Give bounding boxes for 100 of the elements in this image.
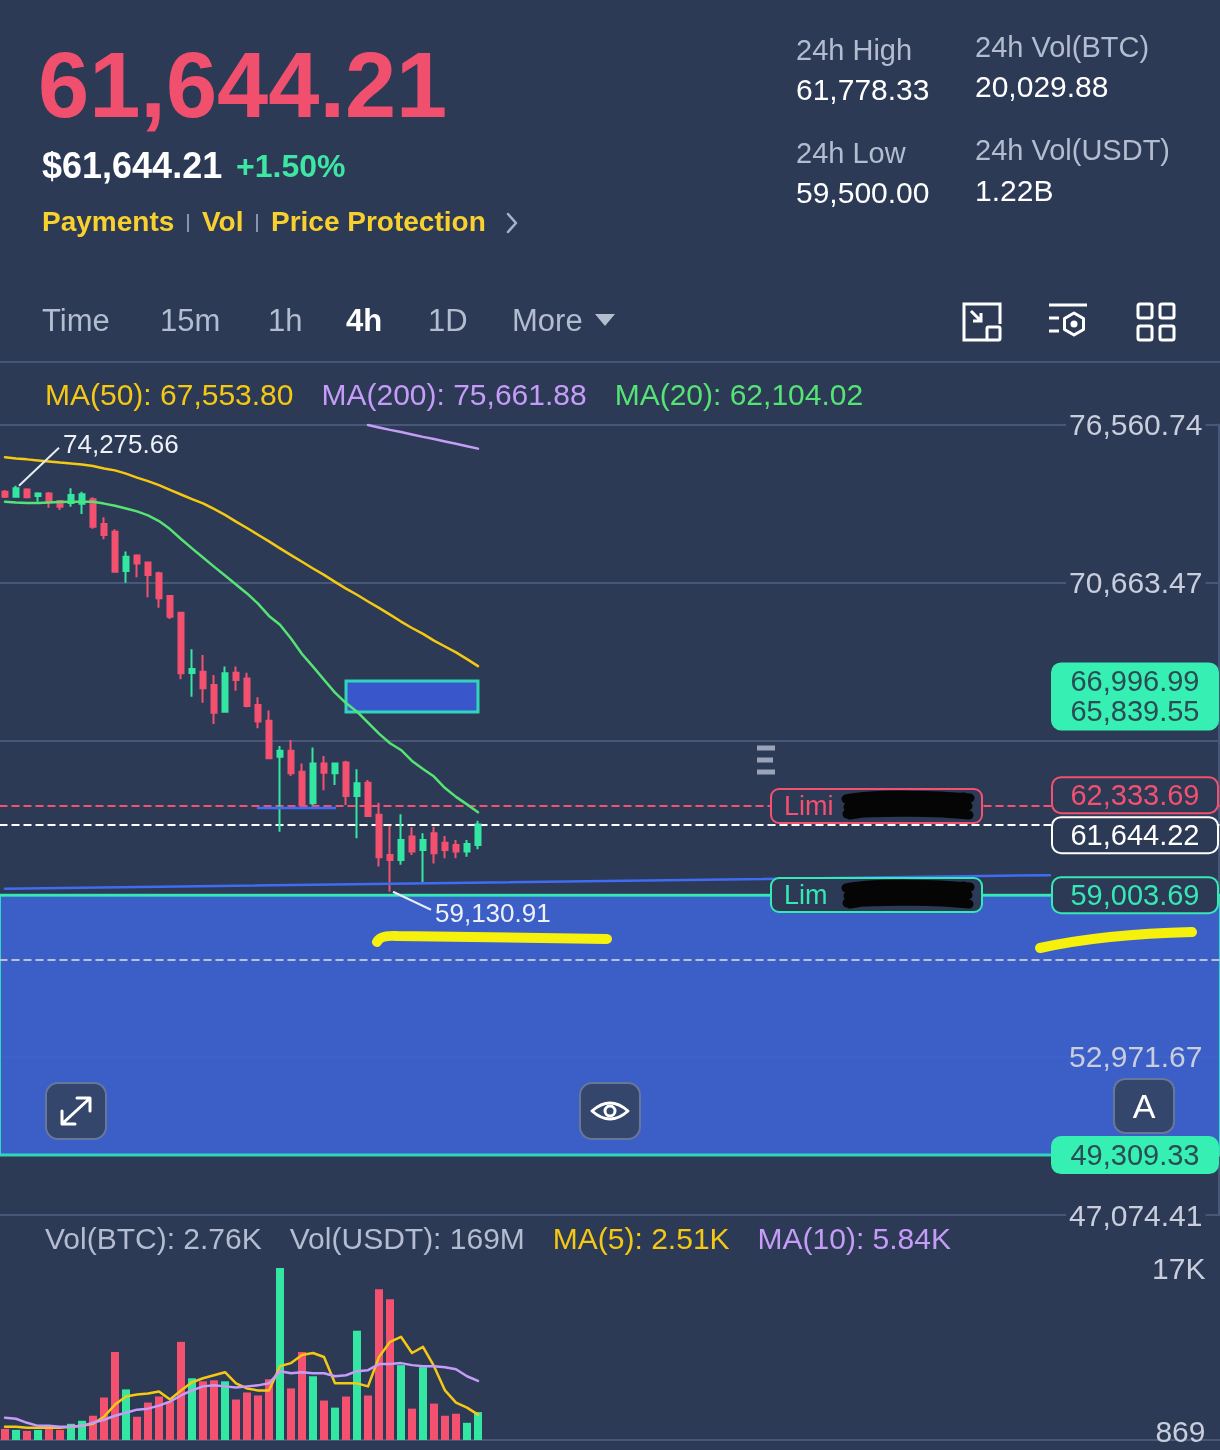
- text: 61,644.21: [38, 33, 448, 138]
- bar: [177, 1341, 185, 1440]
- candlestick: [133, 553, 141, 579]
- bar: [232, 1399, 240, 1440]
- text: 24h Vol(BTC): [975, 31, 1150, 65]
- text: Vol(USDT): 169M: [289, 1222, 525, 1257]
- candlestick: [320, 754, 328, 792]
- bar: [364, 1395, 372, 1440]
- candlestick: [177, 610, 185, 681]
- square-button: A: [1113, 1078, 1175, 1134]
- text: 61,778.33: [796, 73, 930, 108]
- candlestick: [408, 826, 416, 857]
- annotation: 66,996.99: [1070, 665, 1200, 698]
- line-series: [366, 423, 480, 450]
- candlestick: [232, 665, 240, 692]
- candlestick: [210, 673, 218, 725]
- line-series: [3, 500, 480, 814]
- text: Vol(BTC): 2.76K: [45, 1222, 262, 1257]
- bar: [474, 1412, 482, 1440]
- annotation: 65,839.55: [1070, 695, 1200, 728]
- candlestick: [419, 832, 427, 883]
- candlestick: [441, 835, 449, 860]
- bar: [1, 1428, 9, 1440]
- bar: [12, 1429, 20, 1440]
- text: 4h: [346, 303, 383, 339]
- bar: [419, 1367, 427, 1440]
- bar: [452, 1413, 460, 1440]
- text: 1D: [428, 303, 468, 339]
- y-tick-label: 70,663.47: [1069, 566, 1203, 600]
- bar: [331, 1407, 339, 1440]
- candlestick: [463, 839, 471, 858]
- bar: [243, 1392, 251, 1440]
- y-tick-label: 17K: [1152, 1251, 1206, 1285]
- y-tick-label: 76,560.74: [1069, 408, 1203, 441]
- candlestick: [23, 487, 31, 500]
- bar: [287, 1388, 295, 1440]
- candlestick: [1, 488, 9, 499]
- candlestick: [309, 746, 317, 806]
- candlestick: [12, 484, 20, 498]
- bar: [309, 1376, 317, 1440]
- candlestick: [265, 709, 273, 761]
- candlestick: [155, 570, 163, 609]
- bar: [397, 1365, 405, 1440]
- bar: [353, 1330, 361, 1440]
- line-series: [3, 455, 480, 668]
- candlestick: [89, 496, 97, 530]
- y-tick-label: 52,971.67: [1069, 1040, 1203, 1074]
- candlestick: [254, 696, 262, 730]
- text: Price Protection: [271, 206, 486, 239]
- text: 59,500.00: [796, 176, 930, 211]
- text: $61,644.21: [42, 145, 223, 187]
- bar: [408, 1408, 416, 1440]
- bar: [155, 1396, 163, 1440]
- annotation: Lim: [784, 879, 828, 911]
- text: 24h Vol(USDT): [975, 134, 1171, 168]
- bar: [144, 1402, 152, 1440]
- y-tick-label: 47,074.41: [1069, 1198, 1203, 1232]
- bar: [430, 1403, 438, 1440]
- candlestick: [276, 744, 284, 833]
- ref-line-label: 59,003.69: [1070, 879, 1200, 912]
- bar: [56, 1429, 64, 1440]
- candlestick: [397, 813, 405, 866]
- bar: [342, 1396, 350, 1440]
- text: Vol: [202, 206, 244, 239]
- bar: [166, 1401, 174, 1440]
- bar: [276, 1268, 284, 1440]
- candlestick: [45, 491, 53, 509]
- candlestick: [287, 739, 295, 777]
- ref-line-label: 62,333.69: [1070, 779, 1200, 812]
- bar: [23, 1430, 31, 1440]
- bar: [375, 1289, 383, 1440]
- bar: [386, 1299, 394, 1440]
- candlestick: [144, 560, 152, 599]
- bar: [133, 1416, 141, 1440]
- bar: [441, 1415, 449, 1440]
- y-tick-label: 869: [1155, 1414, 1206, 1448]
- candlestick: [166, 594, 174, 620]
- text: 24h Low: [796, 137, 906, 171]
- series-label: MA(50): 67,553.80: [45, 378, 294, 413]
- bar: [254, 1395, 262, 1440]
- bar: [111, 1351, 119, 1440]
- bar: [463, 1422, 471, 1440]
- text: Payments: [42, 206, 175, 239]
- annotation: 74,275.66: [63, 428, 179, 459]
- bar: [188, 1378, 196, 1440]
- candlestick: [243, 671, 251, 709]
- bar: [210, 1380, 218, 1440]
- candlestick: [34, 491, 42, 503]
- candlestick: [199, 654, 207, 704]
- candlestick: [353, 768, 361, 840]
- text: 24h High: [796, 34, 913, 68]
- candlestick: [452, 839, 460, 860]
- text: MA(5): 2.51K: [552, 1222, 730, 1257]
- text: MA(10): 5.84K: [757, 1222, 951, 1257]
- candlestick: [386, 824, 394, 893]
- text: 20,029.88: [975, 70, 1109, 105]
- bar: [298, 1351, 306, 1440]
- text: 15m: [160, 303, 221, 339]
- text: +1.50%: [236, 148, 346, 185]
- annotation: Limi: [784, 790, 834, 822]
